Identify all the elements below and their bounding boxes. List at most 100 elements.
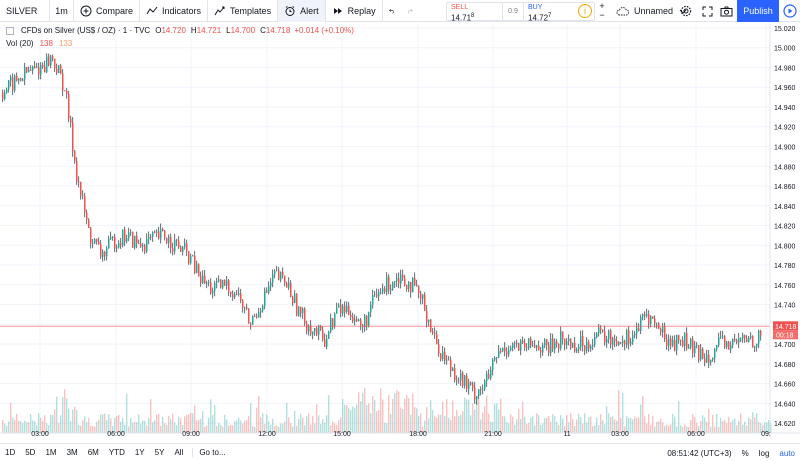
volume-bar bbox=[740, 413, 742, 433]
plus-icon[interactable]: + bbox=[599, 1, 605, 11]
range-1d[interactable]: 1D bbox=[5, 448, 16, 457]
redo-button[interactable] bbox=[401, 0, 419, 22]
range-ytd[interactable]: YTD bbox=[108, 448, 125, 457]
low-key: L bbox=[226, 26, 231, 35]
volume-bar bbox=[562, 418, 564, 433]
range-1y[interactable]: 1Y bbox=[134, 448, 145, 457]
volume-bar bbox=[148, 417, 150, 433]
volume-bar bbox=[376, 411, 378, 433]
undo-button[interactable] bbox=[383, 0, 401, 22]
layout-selector[interactable]: Unnamed bbox=[616, 0, 687, 22]
symbol-search[interactable]: SILVER bbox=[0, 0, 50, 22]
redo-icon bbox=[407, 8, 413, 14]
time-tick-label: 18:00 bbox=[409, 431, 427, 438]
volume-bar bbox=[226, 419, 228, 433]
candle-body bbox=[626, 330, 628, 345]
candle-body bbox=[592, 344, 594, 347]
candle-body bbox=[202, 275, 204, 284]
goto-button[interactable]: Go to... bbox=[192, 448, 231, 457]
volume-bar bbox=[586, 422, 588, 433]
volume-bar bbox=[754, 417, 756, 433]
candle-body bbox=[234, 293, 236, 298]
candle-body bbox=[10, 77, 12, 81]
volume-bar bbox=[700, 420, 702, 433]
volume-bar bbox=[688, 426, 690, 433]
volume-bar bbox=[662, 422, 664, 433]
volume-bar bbox=[612, 416, 614, 433]
volume-bar bbox=[220, 424, 222, 433]
range-5d[interactable]: 5D bbox=[25, 448, 36, 457]
volume-bar bbox=[680, 425, 682, 433]
range-6m[interactable]: 6M bbox=[87, 448, 99, 457]
info-icon[interactable]: i bbox=[578, 4, 592, 18]
candle-body bbox=[60, 65, 62, 74]
candle-body bbox=[398, 278, 400, 284]
interval-button[interactable]: 1m bbox=[50, 0, 74, 22]
price-tick-label: 14.820 bbox=[774, 224, 796, 231]
play-button[interactable] bbox=[780, 0, 800, 22]
candle-body bbox=[308, 325, 310, 332]
candle-body bbox=[532, 345, 534, 347]
range-1m[interactable]: 1M bbox=[45, 448, 57, 457]
range-5y[interactable]: 5Y bbox=[154, 448, 165, 457]
price-tick-label: 14.780 bbox=[774, 263, 796, 270]
replay-button[interactable]: Replay bbox=[326, 0, 383, 22]
auto-toggle[interactable]: auto bbox=[779, 448, 795, 458]
price-chart[interactable]: 15.020 15.000 14.980 14.960 14.940 14.920 14.9… bbox=[0, 23, 800, 438]
volume-bar bbox=[724, 419, 726, 433]
series-title: CFDs on Silver (US$ / OZ) · 1 · TVC bbox=[21, 26, 151, 35]
volume-bar bbox=[114, 417, 116, 433]
sell-button[interactable]: SELL 14.718 bbox=[447, 3, 503, 22]
candle-body bbox=[224, 280, 226, 286]
candle-body bbox=[144, 245, 146, 252]
range-all[interactable]: All bbox=[174, 448, 184, 457]
candle-body bbox=[560, 331, 562, 349]
candle-body bbox=[620, 342, 622, 344]
candle-body bbox=[712, 357, 714, 360]
alert-button[interactable]: Alert bbox=[278, 0, 326, 22]
settings-button[interactable] bbox=[678, 3, 694, 19]
candle-body bbox=[656, 323, 658, 325]
volume-bar bbox=[96, 421, 98, 433]
price-tick-label: 14.680 bbox=[774, 362, 796, 369]
volume-bar bbox=[168, 415, 170, 433]
compare-button[interactable]: Compare bbox=[74, 0, 141, 22]
candle-body bbox=[630, 342, 632, 344]
templates-button[interactable]: Templates bbox=[208, 0, 279, 22]
volume-bar bbox=[498, 409, 500, 433]
volume-bar bbox=[344, 404, 346, 433]
volume-bar bbox=[78, 425, 80, 433]
candle-body bbox=[458, 380, 460, 382]
percent-toggle[interactable]: % bbox=[741, 448, 749, 458]
buy-button[interactable]: BUY 14.727 bbox=[523, 3, 578, 22]
quantity-stepper[interactable]: + − bbox=[597, 2, 607, 20]
range-3m[interactable]: 3M bbox=[66, 448, 78, 457]
volume-bar bbox=[82, 420, 84, 433]
volume-bar bbox=[654, 426, 656, 433]
candle-body bbox=[648, 313, 650, 325]
chart-area[interactable]: 15.020 15.000 14.980 14.960 14.940 14.920 14.9… bbox=[0, 23, 800, 438]
snapshot-button[interactable] bbox=[718, 3, 734, 19]
volume-bar bbox=[402, 408, 404, 433]
clock-display[interactable]: 08:51:42 (UTC+3) bbox=[667, 448, 732, 458]
symbol-label: SILVER bbox=[6, 5, 38, 16]
volume-bar bbox=[514, 424, 516, 433]
log-toggle[interactable]: log bbox=[758, 448, 770, 458]
volume-bar bbox=[272, 418, 274, 433]
collapse-icon[interactable] bbox=[6, 26, 14, 35]
candle-body bbox=[502, 347, 504, 352]
minus-icon[interactable]: − bbox=[599, 10, 605, 20]
candle-body bbox=[180, 247, 182, 252]
volume-bar bbox=[84, 416, 86, 433]
candle-body bbox=[92, 242, 94, 244]
volume-bar bbox=[224, 414, 226, 433]
candle-body bbox=[110, 237, 112, 239]
indicators-button[interactable]: Indicators bbox=[140, 0, 209, 22]
volume-bar bbox=[46, 423, 48, 433]
candle-body bbox=[390, 288, 392, 291]
publish-button[interactable]: Publish bbox=[737, 0, 779, 22]
candle-body bbox=[108, 238, 110, 249]
candle-body bbox=[608, 330, 610, 340]
fullscreen-button[interactable] bbox=[699, 3, 715, 19]
candle-body bbox=[278, 270, 280, 280]
